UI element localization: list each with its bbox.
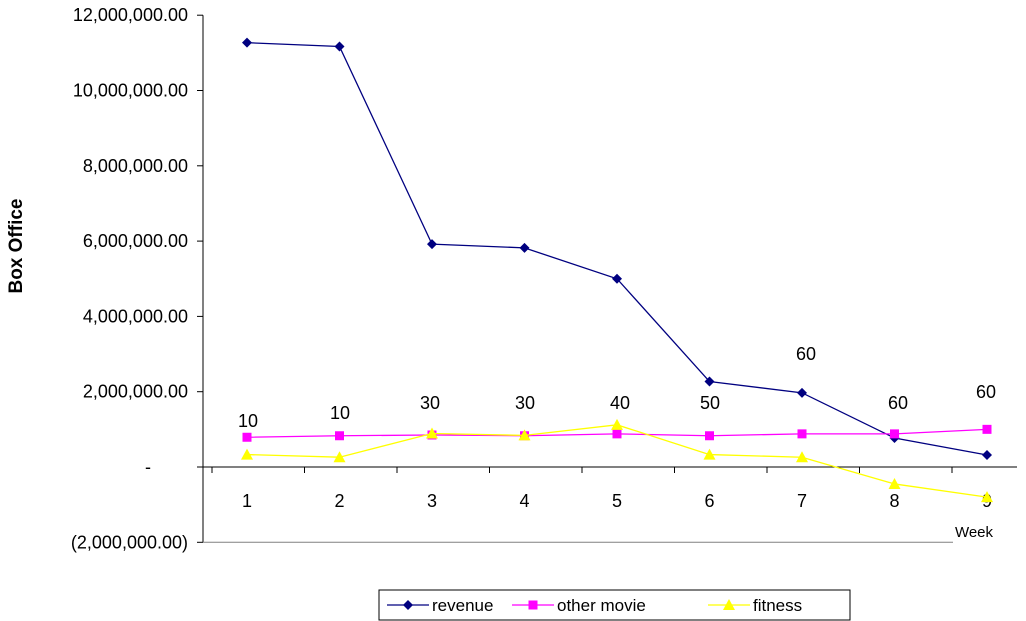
annotation-label: 40 <box>610 393 630 413</box>
x-axis-label: Week <box>955 524 994 541</box>
data-point <box>797 387 807 398</box>
annotation-label: 60 <box>976 382 996 402</box>
annotation-label: 60 <box>888 393 908 413</box>
annotation-label: 50 <box>700 393 720 413</box>
series-group <box>241 37 993 503</box>
data-point <box>334 41 345 52</box>
data-point <box>427 239 437 250</box>
annotation-label: 10 <box>330 403 350 423</box>
data-point <box>333 451 346 463</box>
legend: revenue other movie fitness <box>378 589 851 621</box>
legend-marker <box>723 599 735 610</box>
y-tick-label: 8,000,000.00 <box>83 156 188 176</box>
data-point <box>704 376 715 387</box>
y-tick-label: (2,000,000.00) <box>71 532 188 552</box>
y-axis-label: Box Office <box>6 198 27 293</box>
legend-label: fitness <box>753 596 802 615</box>
data-point <box>426 427 438 439</box>
data-point <box>888 477 901 489</box>
data-point <box>611 418 623 430</box>
y-tick-label: 6,000,000.00 <box>83 231 188 251</box>
y-axis-ticks: (2,000,000.00) - 2,000,000.00 4,000,000.00 6… <box>71 5 203 552</box>
series-fitness <box>241 418 993 503</box>
data-point <box>982 449 992 460</box>
x-axis-ticks: 123456789 <box>211 467 992 511</box>
axes <box>202 15 1017 543</box>
series-other-movie <box>242 424 992 442</box>
y-tick-label: 4,000,000.00 <box>83 306 188 326</box>
annotation-label: 30 <box>420 393 440 413</box>
x-tick-label: 2 <box>334 491 344 511</box>
annotation-label: 60 <box>796 344 816 364</box>
legend-box <box>378 589 851 621</box>
x-tick-label: 3 <box>427 491 437 511</box>
data-point <box>796 451 808 463</box>
data-point <box>612 429 622 439</box>
x-tick-label: 5 <box>612 491 622 511</box>
x-tick-label: 8 <box>889 491 899 511</box>
y-tick-label: 2,000,000.00 <box>83 382 188 402</box>
legend-marker <box>528 600 538 610</box>
data-point <box>612 273 622 284</box>
data-point <box>242 432 252 442</box>
annotation-label: 30 <box>515 393 535 413</box>
data-point <box>982 424 992 434</box>
y-tick-label: - <box>145 457 151 477</box>
annotations: 10 10 30 30 40 50 60 60 60 <box>238 344 996 431</box>
data-point <box>518 429 531 441</box>
legend-marker <box>403 600 413 610</box>
y-tick-label: 12,000,000.00 <box>73 5 188 25</box>
x-tick-label: 4 <box>519 491 529 511</box>
data-point <box>241 448 253 460</box>
x-tick-label: 1 <box>242 491 252 511</box>
data-point <box>705 431 714 441</box>
series-revenue <box>242 37 992 460</box>
data-point <box>797 429 807 439</box>
x-tick-label: 7 <box>797 491 807 511</box>
data-point <box>242 37 252 48</box>
data-point <box>703 448 716 460</box>
data-point <box>981 491 993 503</box>
legend-label: other movie <box>557 596 646 615</box>
data-point <box>335 431 344 441</box>
data-point <box>890 429 899 439</box>
y-tick-label: 10,000,000.00 <box>73 81 188 101</box>
x-tick-label: 6 <box>704 491 714 511</box>
data-point <box>519 242 530 253</box>
annotation-label: 10 <box>238 411 258 431</box>
legend-label: revenue <box>432 596 493 615</box>
